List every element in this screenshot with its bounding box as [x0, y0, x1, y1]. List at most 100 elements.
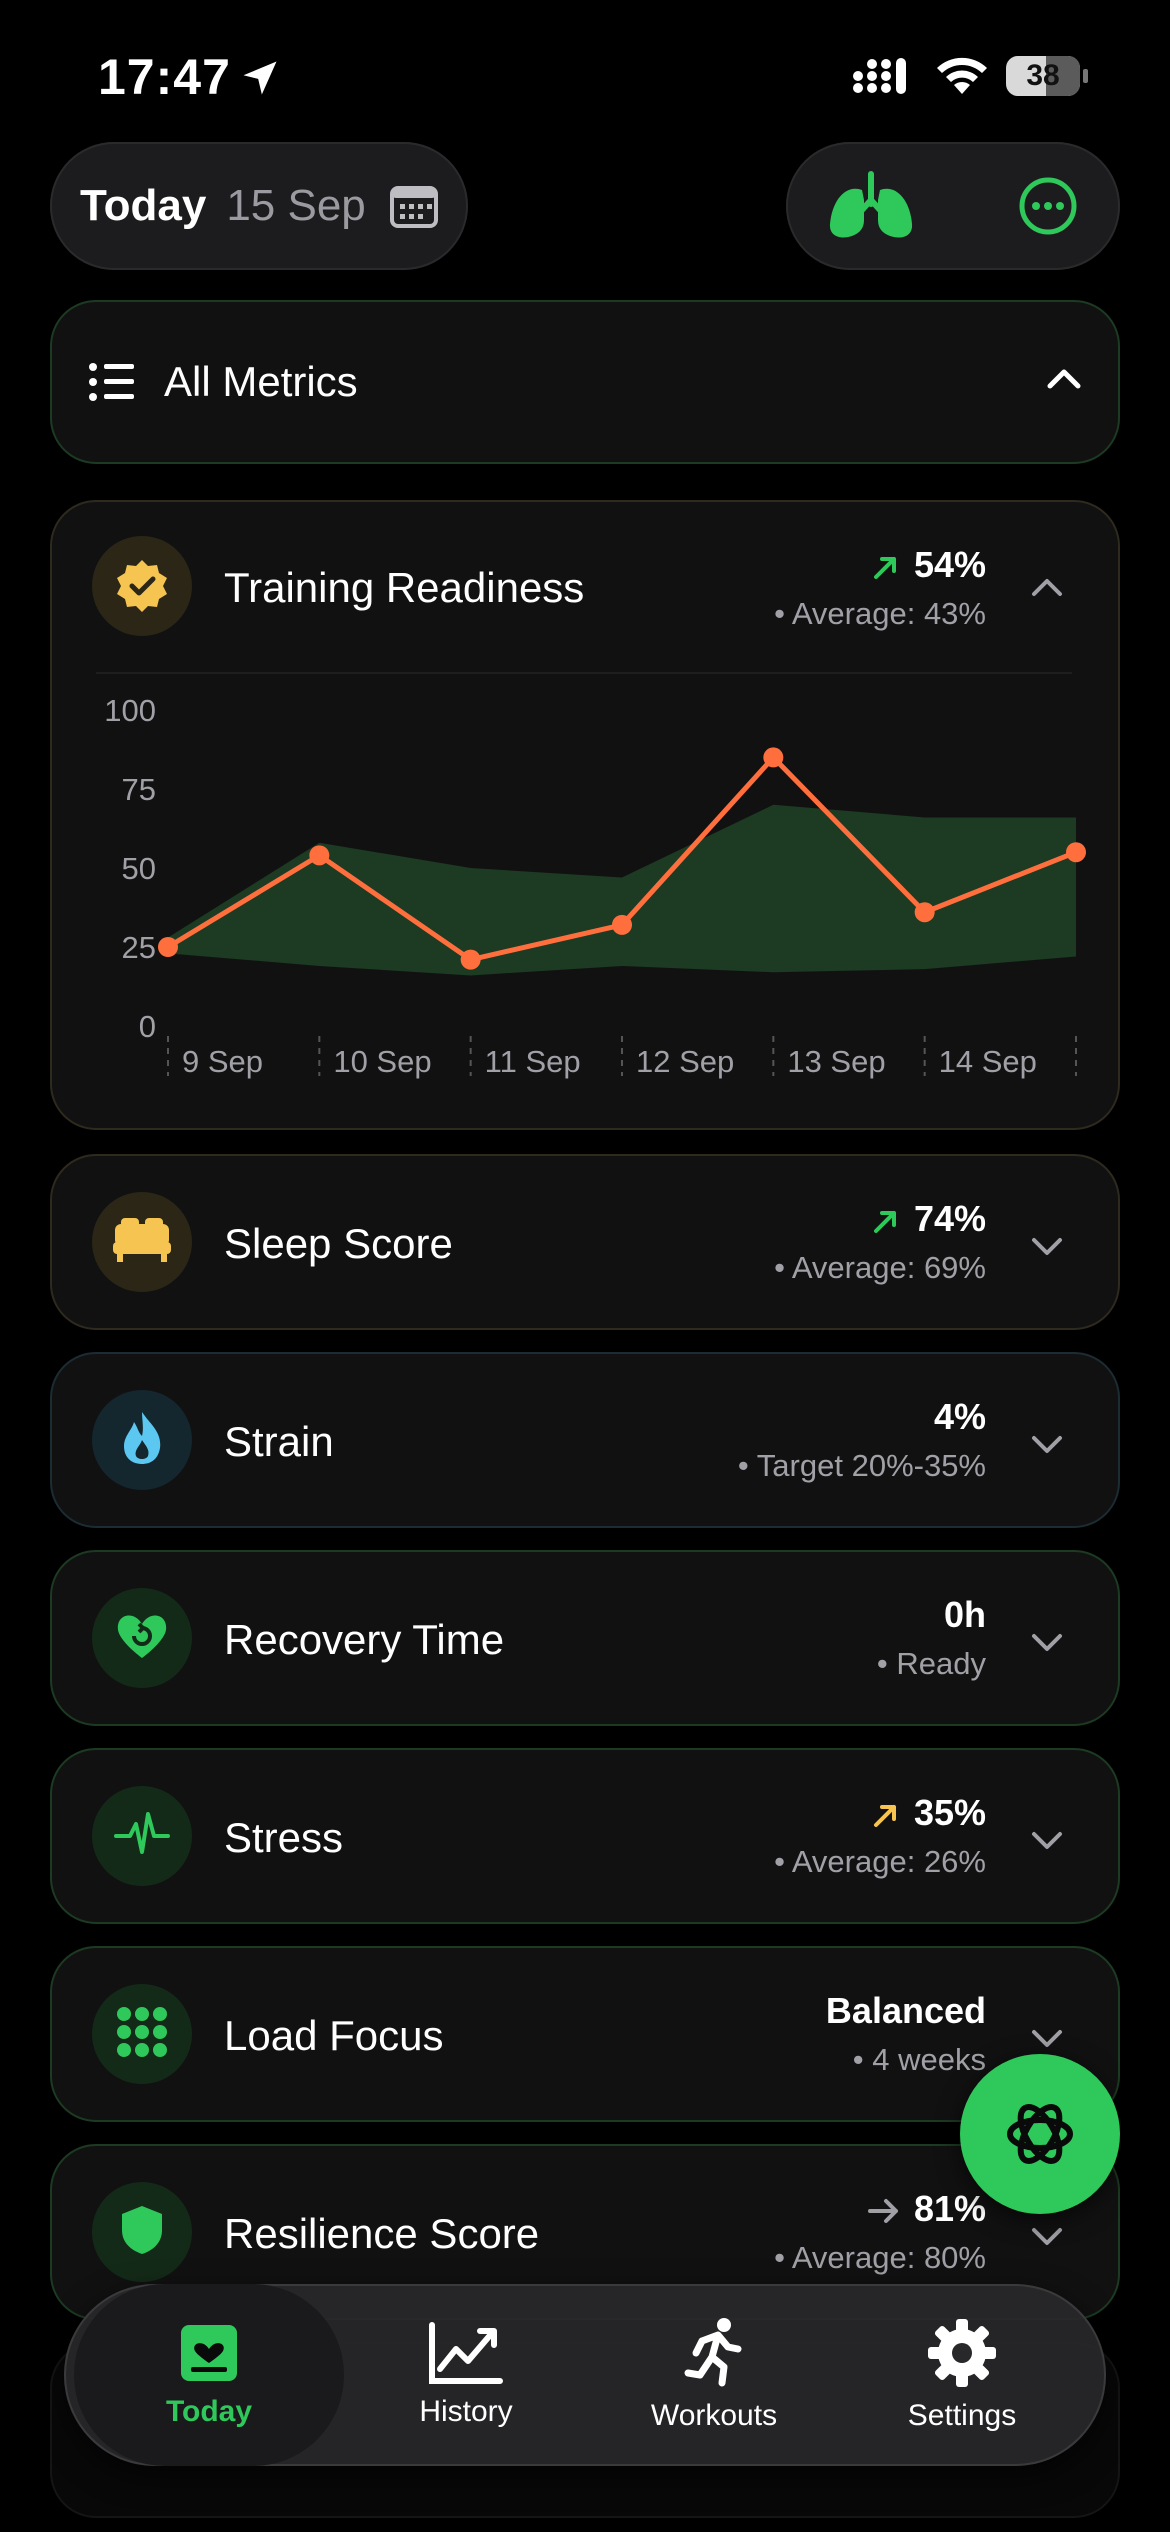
y-tick-label: 100	[104, 693, 156, 728]
chevron-up-icon	[1047, 369, 1081, 389]
average-range-band	[168, 804, 1076, 976]
heart-refresh-icon	[114, 1610, 170, 1667]
chevron-down-icon[interactable]	[1030, 1426, 1064, 1460]
today-icon	[181, 2325, 237, 2381]
chevron-down-icon[interactable]	[1030, 1624, 1064, 1658]
list-icon	[89, 363, 134, 401]
chevron-down-icon[interactable]	[1030, 2218, 1064, 2252]
header-actions	[786, 142, 1120, 270]
data-point	[460, 949, 481, 970]
y-tick-label: 25	[122, 930, 156, 965]
wifi-icon	[937, 57, 987, 94]
strain-value-text: 4%	[933, 1396, 986, 1437]
stress-title: Stress	[224, 1814, 344, 1861]
strain-value: 4%	[934, 1396, 986, 1438]
recovery-subtitle: • Ready	[876, 1646, 986, 1681]
status-bar: 17:47 38	[0, 0, 1170, 140]
resilience-icon-badge	[92, 2182, 192, 2282]
x-tick-label: 10 Sep	[333, 1044, 431, 1079]
sparkle-flower-icon	[1007, 2104, 1073, 2164]
recovery-card[interactable]: Recovery Time 0h • Ready	[50, 1550, 1120, 1726]
x-tick-label: 11 Sep	[485, 1044, 581, 1079]
tab-history[interactable]: History	[346, 2284, 586, 2466]
card-divider	[96, 672, 1072, 674]
tab-label-workouts: Workouts	[650, 2399, 778, 2432]
stress-value-text: 35%	[913, 1792, 986, 1833]
data-point	[1066, 842, 1086, 863]
tab-today[interactable]: Today	[74, 2284, 344, 2466]
status-time: 17:47	[98, 49, 231, 105]
y-tick-label: 50	[122, 851, 156, 886]
chevron-down-icon[interactable]	[1030, 1228, 1064, 1262]
resilience-subtitle: • Average: 80%	[774, 2240, 986, 2275]
flame-icon	[120, 1410, 164, 1471]
data-point	[612, 914, 632, 935]
sleep-card[interactable]: Sleep Score 74% • Average: 69%	[50, 1154, 1120, 1330]
grid-dots-icon	[116, 2006, 168, 2063]
date-picker-button[interactable]: Today 15 Sep	[50, 142, 468, 270]
current-date: 15 Sep	[226, 181, 366, 230]
chart-trend-icon	[429, 2322, 503, 2384]
recovery-title: Recovery Time	[224, 1616, 505, 1663]
data-point	[158, 937, 178, 957]
trend-flat-icon	[867, 2199, 898, 2224]
cellular-signal-icon	[853, 58, 906, 94]
y-tick-label: 0	[139, 1009, 156, 1044]
stress-value: 35%	[872, 1792, 986, 1834]
tab-settings[interactable]: Settings	[842, 2284, 1082, 2466]
x-tick-label: 12 Sep	[636, 1044, 734, 1079]
y-tick-label: 75	[122, 772, 156, 807]
tab-label-settings: Settings	[907, 2399, 1017, 2432]
battery-indicator: 38	[1006, 56, 1088, 96]
readiness-value-text: 54%	[913, 544, 986, 585]
calendar-icon	[389, 186, 438, 228]
all-metrics-selector[interactable]: All Metrics	[50, 300, 1120, 464]
chevron-down-icon[interactable]	[1030, 1822, 1064, 1856]
shield-icon	[120, 2204, 164, 2261]
sleep-title: Sleep Score	[224, 1220, 453, 1267]
today-label: Today	[80, 181, 207, 230]
ai-assistant-button[interactable]	[960, 2054, 1120, 2214]
lungs-icon[interactable]	[826, 170, 916, 242]
load-value: Balanced	[826, 1990, 986, 2032]
load-icon-badge	[92, 1984, 192, 2084]
data-point	[914, 902, 935, 923]
verified-badge-icon	[117, 560, 167, 612]
bed-icon	[113, 1217, 171, 1267]
sleep-value-text: 74%	[913, 1198, 986, 1239]
gear-icon	[928, 2319, 996, 2387]
sleep-icon-badge	[92, 1192, 192, 1292]
load-subtitle: • 4 weeks	[852, 2042, 986, 2077]
recovery-value: 0h	[944, 1594, 986, 1636]
tab-label-history: History	[419, 2395, 513, 2428]
trend-up-icon	[873, 1805, 896, 1828]
resilience-value-text: 81%	[913, 2188, 986, 2229]
pulse-icon	[114, 1810, 170, 1863]
stress-card[interactable]: Stress 35% • Average: 26%	[50, 1748, 1120, 1924]
sleep-value: 74%	[872, 1198, 986, 1240]
resilience-value: 81%	[867, 2188, 986, 2230]
chevron-down-icon[interactable]	[1030, 2020, 1064, 2054]
sleep-subtitle: • Average: 69%	[774, 1250, 986, 1285]
data-point	[309, 845, 330, 866]
battery-level: 38	[1026, 59, 1060, 92]
tab-workouts[interactable]: Workouts	[594, 2284, 834, 2466]
tab-bar: Today History Workouts	[64, 2284, 1106, 2466]
training-readiness-card[interactable]: Training Readiness 54% • Average: 43% 10…	[50, 500, 1120, 1130]
x-tick-label: 14 Sep	[939, 1044, 1037, 1079]
stress-icon-badge	[92, 1786, 192, 1886]
strain-card[interactable]: Strain 4% • Target 20%-35%	[50, 1352, 1120, 1528]
trend-up-icon	[873, 557, 896, 580]
strain-subtitle: • Target 20%-35%	[737, 1448, 986, 1483]
load-card[interactable]: Load Focus Balanced • 4 weeks	[50, 1946, 1120, 2122]
readiness-title: Training Readiness	[224, 564, 585, 611]
recovery-value-text: 0h	[943, 1594, 986, 1635]
stress-subtitle: • Average: 26%	[774, 1844, 986, 1879]
chevron-up-icon[interactable]	[1030, 572, 1064, 606]
readiness-value: 54%	[872, 544, 986, 586]
all-metrics-label: All Metrics	[164, 358, 358, 405]
more-options-icon[interactable]	[1018, 176, 1078, 236]
readiness-line-chart: 100 75 50 25 0 9 Sep 10 Sep 11 Sep 12 Sep 13 Sep 1…	[104, 693, 1086, 1079]
x-tick-label: 13 Sep	[787, 1044, 885, 1079]
runner-icon	[684, 2318, 742, 2387]
